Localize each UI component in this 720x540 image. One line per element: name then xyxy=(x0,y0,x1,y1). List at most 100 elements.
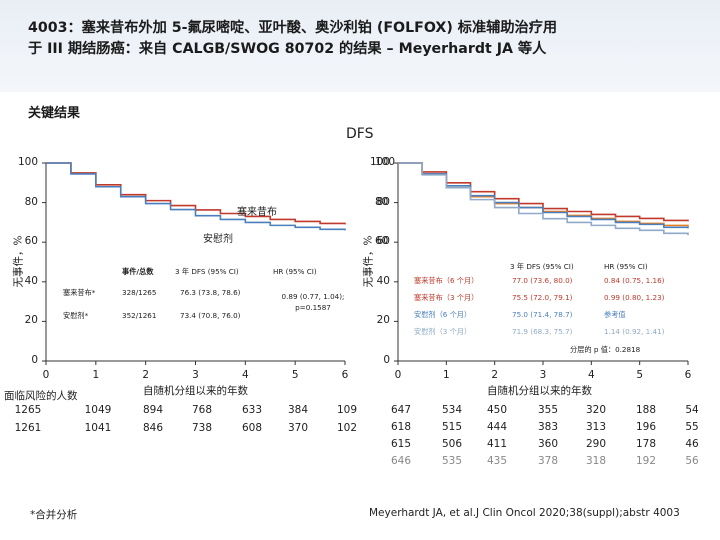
left-table-dfs: 73.4 (70.8, 76.0) xyxy=(180,311,241,320)
left-risk-value: 1041 xyxy=(84,422,112,434)
right-y-tick-label: 80 xyxy=(376,195,390,208)
right-table-hr: 参考值 xyxy=(604,310,626,319)
right-table-header-hr: HR (95% CI) xyxy=(604,262,648,271)
left-risk-value: 1049 xyxy=(84,404,112,416)
dfs-label: DFS xyxy=(346,126,374,142)
right-table-row-label: 塞来昔布（3 个月） xyxy=(414,293,479,302)
right-y-tick-label: 60 xyxy=(376,235,390,248)
left-curve-label-placebo: 安慰剂 xyxy=(203,234,233,245)
right-risk-value: 618 xyxy=(390,421,412,433)
right-y-tick-label: 100 xyxy=(369,156,390,168)
left-right-tick-label: 100 xyxy=(375,156,396,168)
left-y-tick-label: 20 xyxy=(24,314,38,327)
right-table-dfs: 75.5 (72.0, 79.1) xyxy=(512,293,573,302)
left-y-tick-label: 60 xyxy=(24,235,38,248)
left-table-header-events: 事件/总数 xyxy=(122,267,154,276)
left-y-tick-label: 40 xyxy=(24,274,38,287)
title-line-2: 于 III 期结肠癌：来自 CALGB/SWOG 80702 的结果 – Mey… xyxy=(28,41,547,57)
left-x-tick-label: 0 xyxy=(42,369,50,381)
right-x-tick-label: 2 xyxy=(491,369,498,381)
risk-table-label: 面临风险的人数 xyxy=(4,390,78,402)
left-x-axis-label: 自随机分组以来的年数 xyxy=(143,385,248,397)
right-risk-value: 196 xyxy=(635,421,657,433)
left-table-events: 352/1261 xyxy=(122,311,157,320)
left-table-events: 328/1265 xyxy=(122,288,157,297)
right-risk-value: 506 xyxy=(441,438,463,450)
right-risk-value: 318 xyxy=(585,455,607,467)
left-series-line-1 xyxy=(46,162,346,231)
left-risk-value: 768 xyxy=(191,404,213,416)
left-risk-value: 608 xyxy=(241,422,263,434)
right-risk-value: 383 xyxy=(537,421,559,433)
right-y-tick-label: 20 xyxy=(376,314,390,327)
left-x-tick-label: 4 xyxy=(241,369,249,381)
left-table-hr-p: p=0.1587 xyxy=(295,303,331,312)
section-header: 关键结果 xyxy=(28,106,81,121)
right-table-dfs: 75.0 (71.4, 78.7) xyxy=(512,310,573,319)
right-y-tick-label: 40 xyxy=(376,274,390,287)
left-risk-value: 846 xyxy=(142,422,164,434)
right-risk-value: 188 xyxy=(635,404,657,416)
right-table-dfs: 77.0 (73.6, 80.0) xyxy=(512,276,573,285)
right-risk-value: 320 xyxy=(585,404,607,416)
footnote: *合并分析 xyxy=(30,509,78,521)
right-risk-value: 313 xyxy=(585,421,607,433)
left-risk-value: 738 xyxy=(191,422,213,434)
right-risk-value: 178 xyxy=(635,438,657,450)
right-x-tick-label: 3 xyxy=(539,369,547,381)
right-risk-value: 534 xyxy=(441,404,463,416)
left-risk-value: 894 xyxy=(142,404,164,416)
right-table-row-label: 安慰剂（6 个月） xyxy=(414,310,472,319)
left-y-axis-label: 无事件，% xyxy=(12,235,25,288)
right-risk-value: 647 xyxy=(390,404,412,416)
right-risk-value: 290 xyxy=(585,438,607,450)
left-table-row-label: 塞来昔布* xyxy=(63,288,96,297)
right-table-row-label: 安慰剂（3 个月） xyxy=(414,327,472,336)
right-series-line-3 xyxy=(398,162,689,236)
right-risk-value: 535 xyxy=(441,455,463,467)
left-y-tick-label: 100 xyxy=(17,156,38,168)
right-risk-value: 435 xyxy=(486,455,508,467)
left-risk-value: 1265 xyxy=(14,404,42,416)
right-risk-value: 450 xyxy=(486,404,508,416)
right-risk-value: 46 xyxy=(685,438,699,450)
left-table-dfs: 76.3 (73.8, 78.6) xyxy=(180,288,241,297)
left-y-tick-label: 0 xyxy=(31,354,38,366)
right-table-p-value: 分层的 p 值：0.2818 xyxy=(570,345,641,354)
right-risk-value: 378 xyxy=(537,455,559,467)
title-line-1: 4003：塞来昔布外加 5-氟尿嘧啶、亚叶酸、奥沙利铂 (FOLFOX) 标准辅… xyxy=(28,20,558,36)
left-curve-label-celecoxib: 塞来昔布 xyxy=(237,207,277,218)
title-band xyxy=(0,0,720,92)
slide-title: 4003：塞来昔布外加 5-氟尿嘧啶、亚叶酸、奥沙利铂 (FOLFOX) 标准辅… xyxy=(28,18,708,60)
right-y-axis-label: 无事件，% xyxy=(362,235,375,288)
right-x-tick-label: 0 xyxy=(394,369,402,381)
right-x-tick-label: 1 xyxy=(442,369,450,381)
right-x-tick-label: 6 xyxy=(684,369,692,381)
left-table-row-label: 安慰剂* xyxy=(63,311,89,320)
right-risk-value: 615 xyxy=(390,438,412,450)
left-x-tick-label: 1 xyxy=(92,369,100,381)
left-risk-value: 109 xyxy=(336,404,358,416)
citation: Meyerhardt JA, et al.J Clin Oncol 2020;3… xyxy=(369,507,680,519)
right-risk-value: 55 xyxy=(685,421,699,433)
left-risk-value: 633 xyxy=(241,404,263,416)
left-y-tick-label: 80 xyxy=(24,195,38,208)
left-table-hr-value: 0.89 (0.77, 1.04); xyxy=(281,292,345,301)
left-x-tick-label: 5 xyxy=(291,369,299,381)
left-risk-value: 384 xyxy=(287,404,309,416)
right-risk-value: 355 xyxy=(537,404,559,416)
right-risk-value: 54 xyxy=(685,404,699,416)
right-risk-value: 515 xyxy=(441,421,463,433)
right-risk-value: 360 xyxy=(537,438,559,450)
left-x-tick-label: 2 xyxy=(142,369,149,381)
right-table-hr: 0.84 (0.75, 1.16) xyxy=(604,276,665,285)
right-risk-value: 56 xyxy=(685,455,699,467)
right-risk-value: 646 xyxy=(390,455,412,467)
left-table-header-hr: HR (95% CI) xyxy=(273,267,317,276)
right-risk-value: 411 xyxy=(486,438,508,450)
right-table-hr: 0.99 (0.80, 1.23) xyxy=(604,293,665,302)
right-table-header-dfs: 3 年 DFS (95% CI) xyxy=(510,262,574,271)
left-right-tick-label: 80 xyxy=(375,195,389,208)
left-x-tick-label: 3 xyxy=(192,369,199,381)
